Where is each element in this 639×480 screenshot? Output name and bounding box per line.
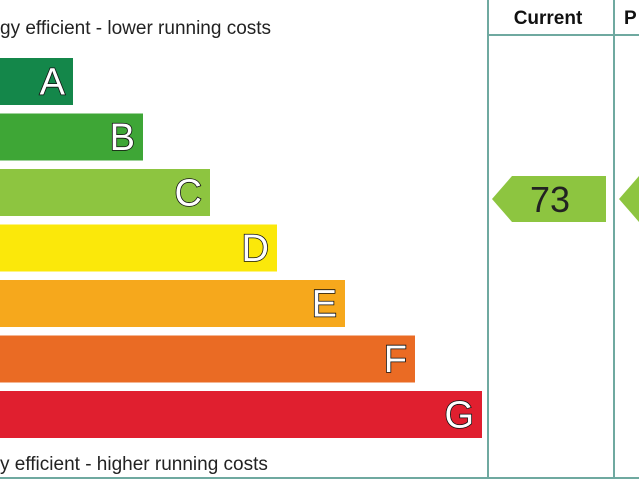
band-bar [0,169,210,216]
band-letter: C [175,173,202,215]
band-letter: A [40,62,66,104]
band-bar [0,391,482,438]
top-note: gy efficient - lower running costs [0,18,271,39]
band-bar [0,224,277,272]
current-value: 73 [530,179,570,220]
bottom-note: y efficient - higher running costs [0,454,268,475]
band-bar [0,58,73,105]
band-letter: E [312,284,337,326]
current-arrow [492,176,606,222]
band-bar [0,113,143,161]
potential-arrow [619,176,639,222]
band-bar [0,335,415,383]
band-bar [0,280,345,327]
band-letter: D [242,228,269,270]
potential-header: P [624,8,637,29]
band-letter: G [444,395,474,437]
current-header: Current [514,8,583,29]
band-letter: F [384,339,407,381]
band-letter: B [110,117,135,159]
